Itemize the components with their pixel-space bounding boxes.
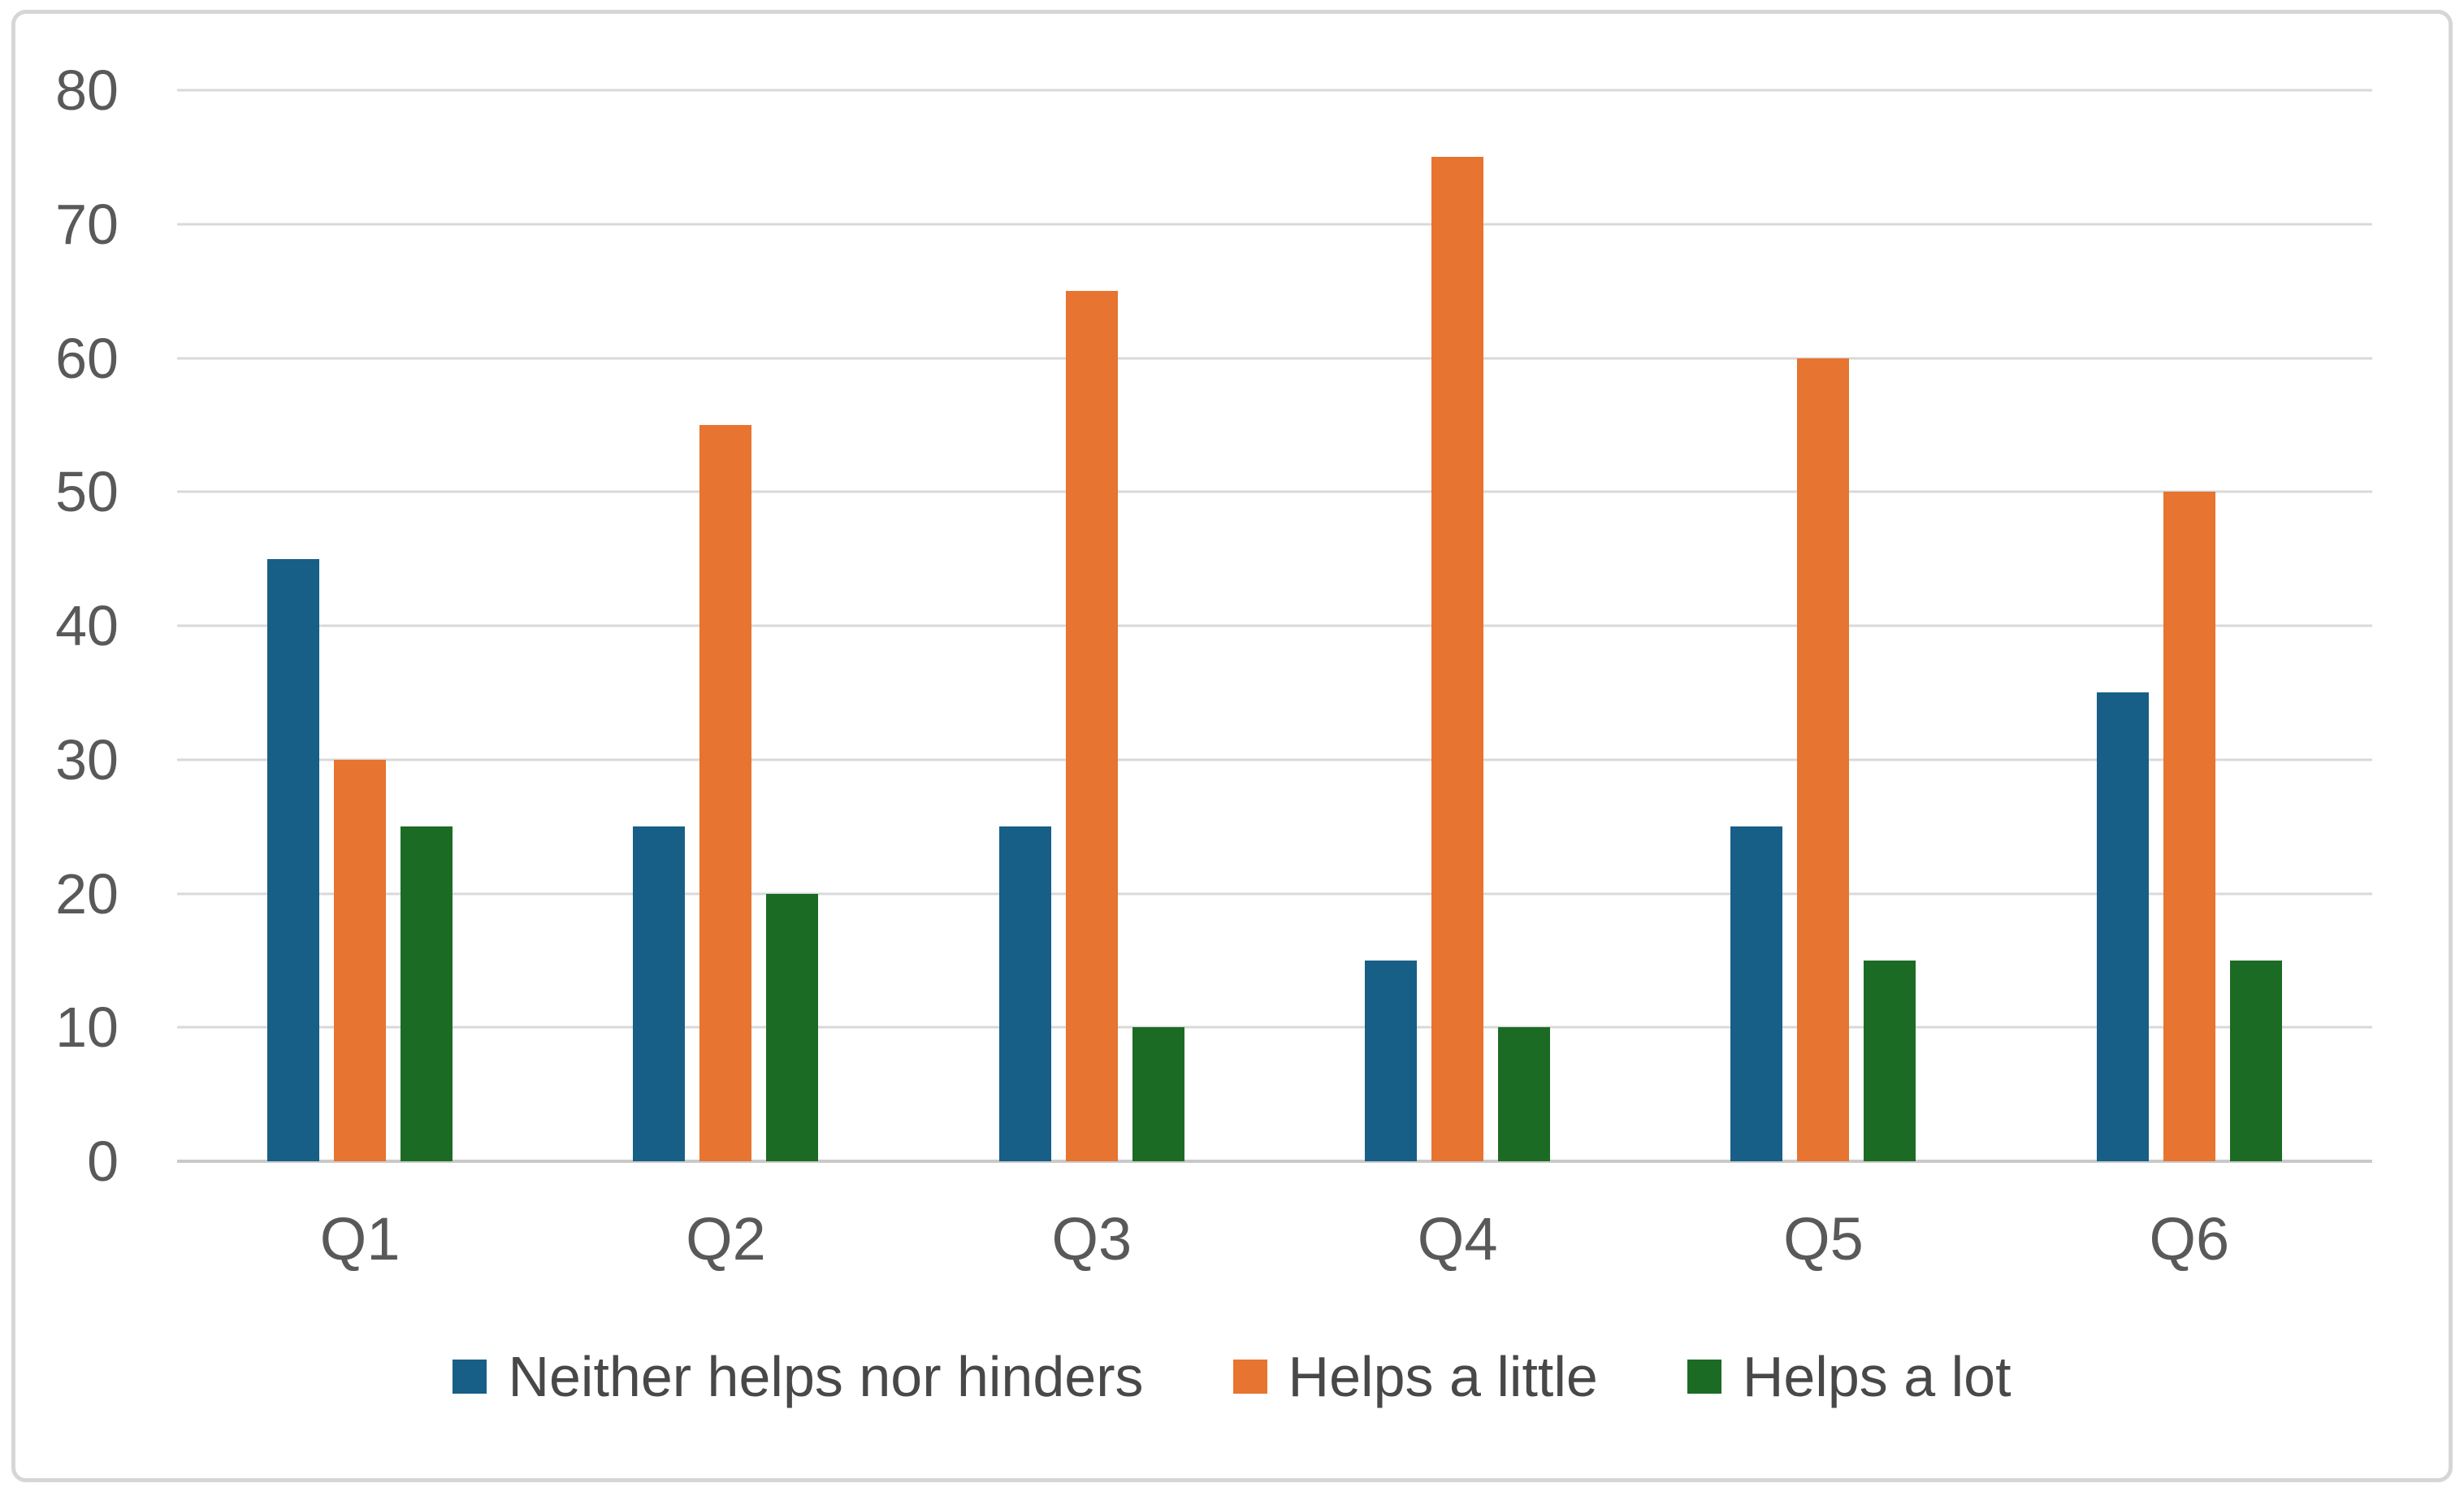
bar-q1-series-1: [334, 759, 387, 1161]
y-tick-label: 50: [55, 460, 119, 524]
gridline-50: [177, 490, 2372, 493]
x-tick-label-q2: Q2: [686, 1205, 766, 1273]
legend-label: Neither helps nor hinders: [508, 1345, 1144, 1408]
bar-group-q4: [1275, 90, 1640, 1161]
y-axis: 0 10 20 30 40 50 60 70 80: [0, 62, 119, 1190]
x-axis-line: [177, 1160, 2372, 1163]
gridline-20: [177, 892, 2372, 895]
bar-q3-series-1: [1065, 291, 1118, 1161]
bar-group-q6: [2007, 90, 2372, 1161]
y-tick-label: 0: [87, 1130, 119, 1193]
bar-group-q2: [543, 90, 908, 1161]
bar-q5-series-1: [1797, 358, 1850, 1161]
bar-q2-series-2: [766, 893, 819, 1161]
bar-q3-series-0: [998, 826, 1051, 1161]
y-tick-label: 60: [55, 326, 119, 390]
gridline-60: [177, 357, 2372, 359]
bar-q4-series-1: [1431, 157, 1484, 1161]
y-tick-label: 30: [55, 727, 119, 792]
bar-q6-series-0: [2096, 692, 2149, 1161]
y-tick-label: 40: [55, 594, 119, 657]
legend-label: Helps a little: [1288, 1345, 1598, 1408]
gridline-30: [177, 758, 2372, 761]
bar-q5-series-2: [1864, 960, 1916, 1161]
gridline-40: [177, 624, 2372, 627]
x-tick-label-q4: Q4: [1417, 1205, 1498, 1273]
bar-q6-series-2: [2229, 960, 2282, 1161]
y-tick-label: 80: [55, 59, 119, 122]
legend-item-series-2: Helps a lot: [1687, 1348, 2011, 1405]
gridline-10: [177, 1026, 2372, 1029]
x-tick-label-q3: Q3: [1051, 1205, 1132, 1273]
bar-q2-series-0: [633, 826, 686, 1161]
plot-area: [177, 89, 2372, 1163]
x-tick-label-q5: Q5: [1783, 1205, 1864, 1273]
x-tick-label-q6: Q6: [2149, 1205, 2230, 1273]
bar-q3-series-2: [1132, 1027, 1184, 1161]
bar-q5-series-0: [1730, 826, 1783, 1161]
x-axis: Q1 Q2 Q3 Q4 Q5 Q6: [177, 1201, 2372, 1290]
legend-swatch-icon: [1687, 1360, 1721, 1394]
y-tick-label: 10: [55, 995, 119, 1060]
bar-q6-series-1: [2163, 492, 2215, 1161]
y-tick-label: 70: [55, 192, 119, 256]
bar-group-q3: [909, 90, 1275, 1161]
bar-q1-series-2: [401, 826, 453, 1161]
bar-group-q5: [1640, 90, 2006, 1161]
legend: Neither helps nor hinders Helps a little H…: [0, 1329, 2464, 1424]
bar-q2-series-1: [699, 424, 752, 1161]
legend-label: Helps a lot: [1742, 1345, 2011, 1408]
legend-item-series-0: Neither helps nor hinders: [453, 1345, 1144, 1408]
legend-item-series-1: Helps a little: [1232, 1345, 1598, 1408]
gridline-70: [177, 223, 2372, 226]
y-tick-label: 20: [55, 861, 119, 926]
gridline-80: [177, 89, 2372, 92]
bar-q4-series-0: [1365, 960, 1418, 1161]
x-tick-label-q1: Q1: [319, 1205, 401, 1273]
legend-swatch-icon: [1232, 1360, 1267, 1394]
bar-q1-series-0: [267, 558, 320, 1161]
bar-q4-series-2: [1498, 1027, 1551, 1161]
bar-group-q1: [177, 90, 543, 1161]
legend-swatch-icon: [453, 1360, 487, 1394]
